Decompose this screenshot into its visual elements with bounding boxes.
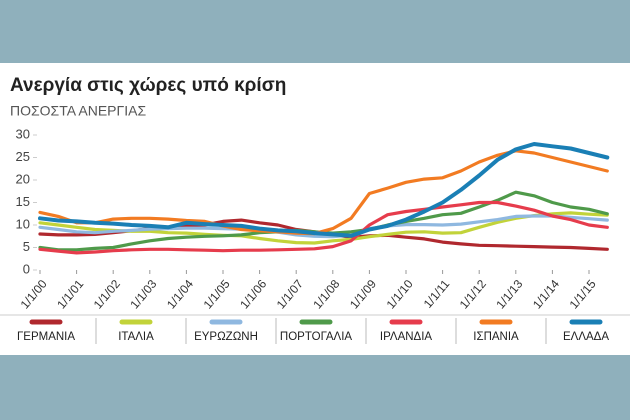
chart-subtitle: ΠΟΣΟΣΤΑ ΑΝΕΡΓΙΑΣ <box>10 103 146 119</box>
y-tick-label: 30 <box>16 126 30 141</box>
legend-label: ΙΡΛΑΝΔΙΑ <box>380 331 433 343</box>
y-tick-label: 10 <box>16 216 30 231</box>
y-tick-label: 5 <box>23 239 30 254</box>
legend-label: ΠΟΡΤΟΓΑΛΙΑ <box>280 331 353 343</box>
y-tick-label: 15 <box>16 194 30 209</box>
chart-title: Ανεργία στις χώρες υπό κρίση <box>10 75 286 96</box>
legend-label: ΕΥΡΩΖΩΝΗ <box>194 331 258 343</box>
line-series <box>38 214 609 239</box>
legend-label: ΙΤΑΛΙΑ <box>118 331 154 343</box>
y-tick-label: 20 <box>16 171 30 186</box>
legend-label: ΙΣΠΑΝΙΑ <box>473 331 519 343</box>
y-tick-label: 0 <box>23 261 30 276</box>
legend-label: ΕΛΛΑΔΑ <box>563 331 609 343</box>
y-tick-label: 25 <box>16 149 30 164</box>
legend-label: ΓΕΡΜΑΝΙΑ <box>17 331 75 343</box>
line-series <box>38 200 609 255</box>
line-series <box>38 142 610 238</box>
